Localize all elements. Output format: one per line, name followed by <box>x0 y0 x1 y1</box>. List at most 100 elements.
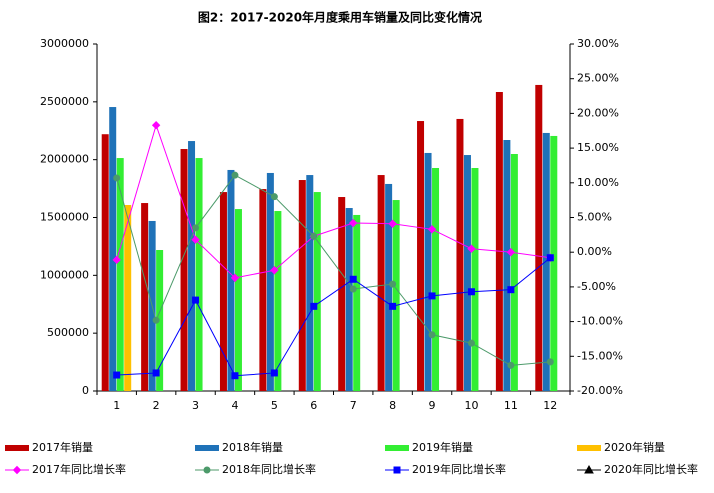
bar <box>274 211 282 391</box>
line-marker <box>389 280 397 288</box>
line-marker <box>310 302 318 310</box>
y-tick-label: 2500000 <box>40 95 89 108</box>
line-marker <box>112 255 121 265</box>
line-marker <box>151 120 161 130</box>
chart-title: 图2：2017-2020年月度乘用车销量及同比变化情况 <box>198 10 482 25</box>
bar <box>109 107 117 391</box>
legend-label: 2020年同比增长率 <box>604 462 698 476</box>
line <box>116 123 551 279</box>
legend-marker <box>393 466 401 474</box>
line-marker <box>349 218 358 228</box>
bar <box>385 183 393 391</box>
line-marker <box>152 316 160 324</box>
bar <box>180 149 188 391</box>
y2-tick-label: -20.00% <box>577 384 623 397</box>
x-tick-label: 6 <box>310 399 317 412</box>
y-tick-label: 2000000 <box>40 153 89 166</box>
bar <box>116 158 124 391</box>
legend-label: 2019年同比增长率 <box>412 462 506 476</box>
line-marker <box>546 358 554 366</box>
line-marker <box>310 232 318 240</box>
line-marker <box>192 224 200 232</box>
bar <box>377 175 385 391</box>
y-tick-label: 3000000 <box>40 37 89 50</box>
line-marker <box>191 235 200 244</box>
bar <box>234 209 242 391</box>
line-marker <box>113 371 121 379</box>
legend-label: 2018年销量 <box>222 440 283 454</box>
legend-label: 2020年销量 <box>604 440 665 454</box>
bar <box>124 205 132 391</box>
bar <box>219 192 227 391</box>
y-tick-label: 1000000 <box>40 268 89 281</box>
legend-swatch <box>5 445 29 451</box>
x-tick-label: 1 <box>113 399 120 412</box>
bar <box>503 140 511 391</box>
legend-swatch <box>195 445 219 451</box>
line-marker <box>349 285 357 293</box>
bar <box>456 118 464 392</box>
x-tick-label: 8 <box>389 399 396 412</box>
x-tick-label: 7 <box>350 399 357 412</box>
x-tick-label: 2 <box>153 399 160 412</box>
line-marker <box>467 339 475 347</box>
y-tick-label: 1500000 <box>40 211 89 224</box>
line <box>116 257 551 377</box>
line-marker <box>546 254 554 262</box>
line-marker <box>231 171 239 179</box>
y2-tick-label: 25.00% <box>577 72 619 85</box>
y2-tick-label: -5.00% <box>577 280 616 293</box>
line-marker <box>192 296 200 304</box>
line-marker <box>231 372 239 380</box>
line-marker <box>388 219 397 228</box>
line-marker <box>270 193 278 201</box>
bar <box>535 84 543 392</box>
bar <box>353 214 361 391</box>
bar <box>542 132 550 391</box>
line-marker <box>467 288 475 296</box>
x-tick-label: 5 <box>271 399 278 412</box>
legend-label: 2018年同比增长率 <box>222 462 316 476</box>
bar <box>101 134 109 391</box>
bar <box>417 121 425 391</box>
bar <box>392 200 400 391</box>
bar <box>463 155 471 391</box>
legend-swatch <box>577 445 601 451</box>
line-marker <box>467 244 476 253</box>
x-tick-label: 4 <box>231 399 238 412</box>
x-tick-label: 3 <box>192 399 199 412</box>
legend-label: 2019年销量 <box>412 440 473 454</box>
legend-marker <box>584 464 594 474</box>
y2-tick-label: 30.00% <box>577 37 619 50</box>
bar <box>227 169 235 391</box>
line-marker <box>507 361 515 369</box>
line-marker <box>428 331 436 339</box>
x-tick-label: 9 <box>429 399 436 412</box>
line-marker <box>507 286 515 294</box>
line-marker <box>389 302 397 310</box>
bar <box>306 175 314 391</box>
bar <box>266 172 274 391</box>
line-marker <box>506 247 516 257</box>
bar <box>156 250 164 391</box>
line-marker <box>230 273 240 283</box>
line-marker <box>152 369 160 377</box>
line-marker <box>428 292 436 300</box>
y-tick-label: 0 <box>82 384 89 397</box>
bar <box>510 153 518 391</box>
y2-tick-label: -10.00% <box>577 315 623 328</box>
x-tick-label: 11 <box>504 399 518 412</box>
bar <box>298 180 306 391</box>
bar <box>495 92 503 392</box>
x-tick-label: 10 <box>464 399 478 412</box>
legend-swatch <box>385 445 409 451</box>
legend-label: 2017年同比增长率 <box>32 462 126 476</box>
line-marker <box>427 225 437 234</box>
legend-marker <box>203 466 211 474</box>
line-marker <box>270 266 279 275</box>
bar <box>259 189 267 391</box>
bar <box>424 152 432 391</box>
bar <box>550 135 558 391</box>
line <box>116 174 551 366</box>
